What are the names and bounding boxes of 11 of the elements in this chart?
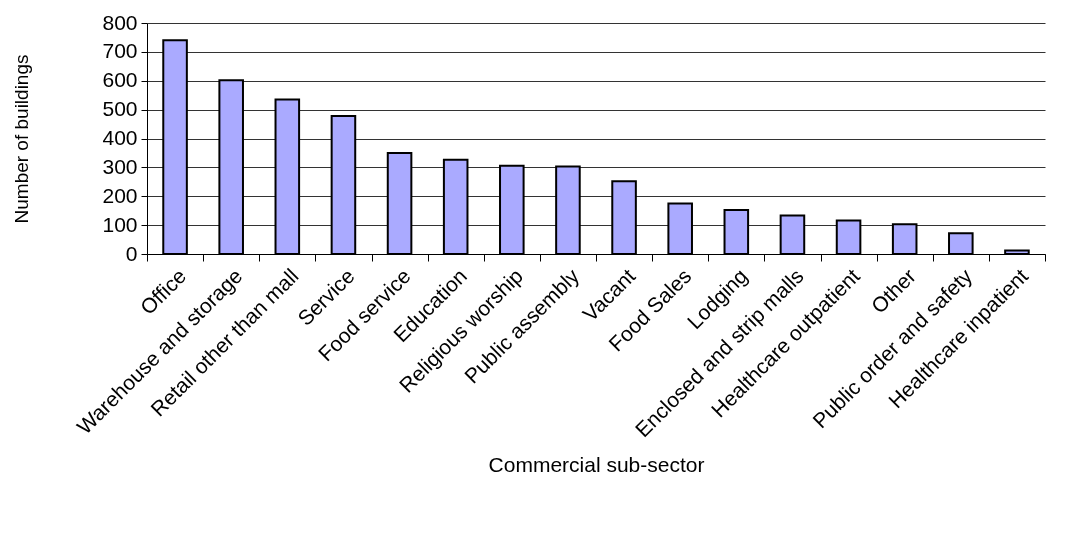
y-tick-label: 0 <box>125 241 138 265</box>
y-tick-label: 600 <box>102 68 138 92</box>
y-tick-label: 300 <box>102 154 138 178</box>
y-tick-label: 400 <box>102 126 138 149</box>
y-tick-label: 200 <box>102 183 138 207</box>
y-tick-label: 800 <box>102 10 138 34</box>
y-tick-label: 700 <box>102 39 138 63</box>
y-tick-label: 500 <box>102 97 138 121</box>
y-axis-title: Number of buildings <box>11 54 33 224</box>
x-axis-title: Commercial sub-sector <box>488 453 705 477</box>
y-tick-label: 100 <box>102 212 138 236</box>
